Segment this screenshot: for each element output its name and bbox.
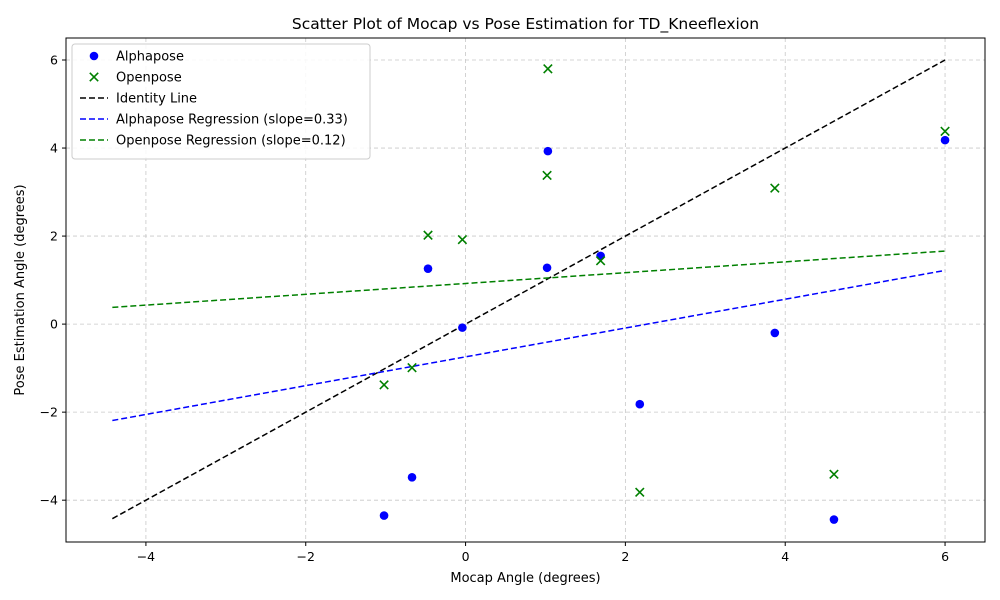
legend-marker — [89, 51, 99, 61]
marker-stroke — [635, 487, 645, 498]
marker-stroke — [543, 64, 553, 74]
openpose-point — [595, 255, 606, 266]
alphapose-point — [940, 135, 950, 145]
legend-item: Alphapose Regression (slope=0.33) — [80, 113, 348, 128]
marker-stroke — [407, 362, 417, 373]
alphapose-point — [596, 251, 605, 261]
y-tick-label: −4 — [40, 493, 58, 508]
alphapose-point — [829, 515, 839, 524]
x-tick-label: −2 — [297, 549, 315, 564]
alphapose-point — [458, 323, 467, 332]
openpose-point — [423, 230, 433, 240]
plot-frame — [65, 37, 986, 543]
series-points — [379, 64, 950, 524]
legend-item: Openpose Regression (slope=0.12) — [80, 134, 346, 149]
x-tick-label: 4 — [781, 549, 789, 564]
marker-stroke — [542, 170, 552, 181]
chart-title: Scatter Plot of Mocap vs Pose Estimation… — [292, 15, 759, 34]
openpose-point — [940, 126, 950, 137]
series-lines — [111, 59, 946, 520]
openpose-regression-slope-0-12-line — [112, 250, 946, 309]
openpose-point — [635, 487, 645, 498]
alphapose-regression-slope-0-33-line — [112, 269, 946, 422]
openpose-point — [770, 183, 780, 193]
marker-stroke — [457, 234, 468, 245]
openpose-point — [542, 170, 552, 181]
y-axis-label: Pose Estimation Angle (degrees) — [13, 184, 28, 395]
legend-label: Alphapose Regression (slope=0.33) — [116, 113, 348, 128]
x-tick-label: 2 — [621, 549, 629, 564]
x-tick-label: 0 — [462, 549, 470, 564]
legend-item: Alphapose — [89, 50, 184, 65]
alphapose-point — [407, 472, 417, 482]
legend-label: Openpose Regression (slope=0.12) — [116, 134, 346, 149]
x-axis-label: Mocap Angle (degrees) — [450, 571, 600, 586]
marker-stroke — [89, 72, 99, 82]
y-tick-label: 2 — [50, 229, 58, 244]
openpose-point — [543, 64, 553, 74]
y-tick-label: 4 — [50, 141, 58, 156]
axis-ticks: −4 −2 0 2 4 6 −4 −2 0 2 4 6 — [40, 53, 950, 564]
openpose-point — [829, 469, 839, 479]
alphapose-point — [635, 399, 645, 409]
alphapose-point — [423, 264, 433, 273]
openpose-point — [457, 234, 468, 245]
marker-stroke — [423, 230, 433, 240]
marker-stroke — [595, 255, 606, 266]
marker-stroke — [770, 183, 780, 193]
openpose-point — [407, 362, 417, 373]
alphapose-point — [542, 263, 552, 273]
y-tick-label: 6 — [50, 53, 58, 68]
identity-line-line — [111, 59, 946, 520]
x-tick-label: 6 — [941, 549, 949, 564]
alphapose-point — [543, 146, 553, 156]
legend-marker — [89, 72, 99, 82]
marker-stroke — [379, 380, 389, 390]
legend: Alphapose Openpose Identity Line Alphapose … — [71, 43, 371, 160]
legend-label: Identity Line — [116, 92, 197, 107]
legend-box — [71, 43, 371, 160]
x-tick-label: −4 — [137, 549, 155, 564]
marker-stroke — [829, 469, 839, 479]
y-tick-label: −2 — [40, 405, 58, 420]
legend-item: Openpose — [89, 71, 182, 86]
alphapose-point — [770, 328, 780, 338]
legend-label: Alphapose — [116, 50, 184, 65]
legend-item: Identity Line — [80, 92, 197, 107]
alphapose-point — [379, 511, 389, 520]
legend-label: Openpose — [116, 71, 182, 86]
marker-stroke — [940, 126, 950, 137]
y-tick-label: 0 — [50, 317, 58, 332]
openpose-point — [379, 380, 389, 390]
